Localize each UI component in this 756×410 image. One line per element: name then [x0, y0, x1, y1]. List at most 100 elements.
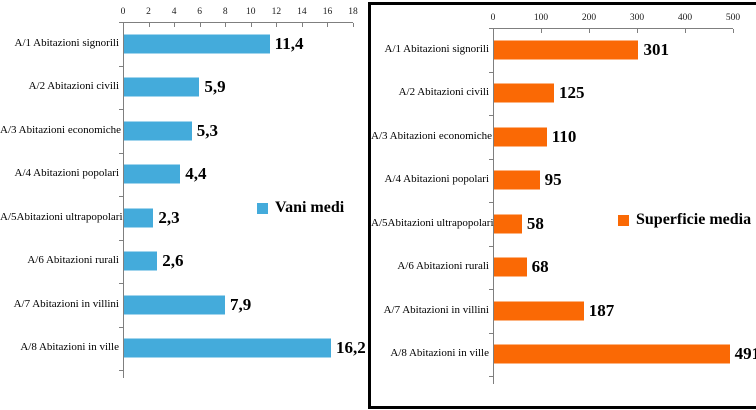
x-tick-label: 4: [171, 7, 177, 17]
x-tick-mark: [353, 23, 354, 27]
legend-swatch-icon: [257, 202, 268, 214]
x-tick-mark: [685, 29, 686, 33]
value-label: 2,6: [162, 251, 184, 271]
bars-area: A/1 Abitazioni signorili 11,4 A/2 Abitazio…: [0, 22, 366, 371]
bar: [494, 214, 522, 234]
x-tick-mark: [541, 29, 542, 33]
x-tick-label: 10: [246, 7, 256, 17]
value-label: 11,4: [274, 33, 304, 53]
y-tick-mark: [489, 158, 493, 160]
bar: [494, 83, 554, 103]
x-tick-label: 8: [222, 7, 228, 17]
y-axis-line: [493, 28, 494, 384]
category-row: A/1 Abitazioni signorili 301: [371, 28, 756, 72]
x-tick-label: 200: [581, 13, 597, 23]
category-row: A/1 Abitazioni signorili 11,4: [0, 22, 366, 66]
bar-track: 491: [493, 333, 756, 377]
bar-track: 2,3: [123, 196, 353, 240]
bar-track: 7,9: [123, 283, 353, 327]
legend-label: Superficie media: [636, 211, 752, 228]
x-tick-label: 18: [348, 7, 358, 17]
value-label: 16,2: [336, 338, 366, 358]
x-axis: 0 100 200 300 400 500: [491, 13, 740, 33]
category-label: A/5Abitazioni ultrapopolari: [0, 210, 123, 223]
x-tick-label: 300: [629, 13, 645, 23]
category-label: A/3 Abitazioni economiche: [371, 129, 492, 142]
category-row: A/6 Abitazioni rurali 68: [371, 246, 756, 290]
y-tick-mark: [119, 65, 123, 67]
category-label: A/8 Abitazioni in ville: [390, 347, 489, 360]
y-tick-mark: [119, 370, 123, 371]
category-label: A/7 Abitazioni in villini: [13, 297, 119, 310]
bar-track: 4,4: [123, 153, 353, 197]
value-label: 68: [531, 257, 549, 277]
bar: [124, 77, 200, 97]
value-label: 187: [588, 300, 615, 320]
bar: [124, 164, 181, 184]
y-tick-mark: [119, 326, 123, 328]
bar-track: 95: [493, 159, 733, 203]
category-row: A/7 Abitazioni in villini 187: [371, 289, 756, 333]
x-tick-label: 0: [490, 13, 496, 23]
bar-track: 187: [493, 289, 733, 333]
bars-area: A/1 Abitazioni signorili 301 A/2 Abitazion…: [371, 28, 756, 377]
bar-track: 2,6: [123, 240, 353, 284]
bar: [494, 127, 547, 147]
bar-track: 301: [493, 28, 733, 72]
x-tick-label: 400: [677, 13, 693, 23]
category-label: A/1 Abitazioni signorili: [14, 36, 120, 49]
x-tick-label: 2: [146, 7, 151, 17]
bar: [124, 208, 154, 228]
bar-track: 68: [493, 246, 733, 290]
x-tick-mark: [250, 23, 252, 27]
y-tick-mark: [489, 376, 493, 377]
x-tick-label: 100: [533, 13, 549, 23]
legend-vani-medi: Vani medi: [257, 199, 344, 217]
category-row: A/4 Abitazioni popolari 95: [371, 159, 756, 203]
bar: [124, 251, 158, 271]
category-label: A/2 Abitazioni civili: [398, 86, 489, 99]
x-tick-label: 0: [120, 7, 126, 17]
x-axis: 0 2 4 6 8 10 12 14 16 18: [121, 7, 358, 27]
x-tick-label: 500: [725, 13, 741, 23]
category-row: A/7 Abitazioni in villini 7,9: [0, 283, 366, 327]
value-label: 301: [643, 39, 669, 59]
y-tick-mark: [119, 239, 123, 241]
value-label: 5,9: [204, 77, 226, 97]
bar: [124, 295, 225, 315]
bar: [494, 344, 730, 364]
x-tick-label: 12: [271, 7, 282, 17]
y-tick-mark: [119, 109, 123, 110]
bar: [124, 121, 192, 141]
bar-track: 125: [493, 72, 733, 116]
y-tick-mark: [489, 202, 493, 203]
category-label: A/8 Abitazioni in ville: [20, 341, 119, 354]
category-label: A/6 Abitazioni rurali: [397, 260, 489, 273]
category-row: A/4 Abitazioni popolari 4,4: [0, 153, 366, 197]
category-label: A/4 Abitazioni popolari: [384, 173, 489, 186]
y-axis-line: [123, 22, 124, 378]
y-tick-mark: [489, 289, 493, 290]
y-tick-mark: [489, 71, 493, 73]
category-row: A/8 Abitazioni in ville 491: [371, 333, 756, 377]
bar: [494, 170, 540, 190]
bar: [124, 34, 270, 54]
y-tick-mark: [119, 152, 123, 154]
x-tick-label: 16: [322, 7, 333, 17]
y-tick-mark: [489, 245, 493, 247]
x-tick-mark: [174, 23, 176, 27]
bar-track: 5,9: [123, 66, 353, 110]
x-tick-label: 6: [197, 7, 203, 17]
category-row: A/3 Abitazioni economiche 5,3: [0, 109, 366, 153]
bar-track: 11,4: [123, 22, 353, 66]
x-tick-mark: [225, 23, 227, 27]
vani-medi-chart-panel: 0 2 4 6 8 10 12 14 16 18 A/1 Abitazioni signorili…: [0, 0, 366, 410]
category-row: A/5Abitazioni ultrapopolari 2,3: [0, 196, 366, 240]
x-tick-mark: [637, 29, 638, 33]
value-label: 5,3: [196, 120, 218, 140]
legend-superficie-media: Superficie media: [618, 211, 751, 229]
x-tick-mark: [199, 23, 201, 27]
bar-track: 5,3: [123, 109, 353, 153]
x-tick-mark: [733, 29, 734, 33]
